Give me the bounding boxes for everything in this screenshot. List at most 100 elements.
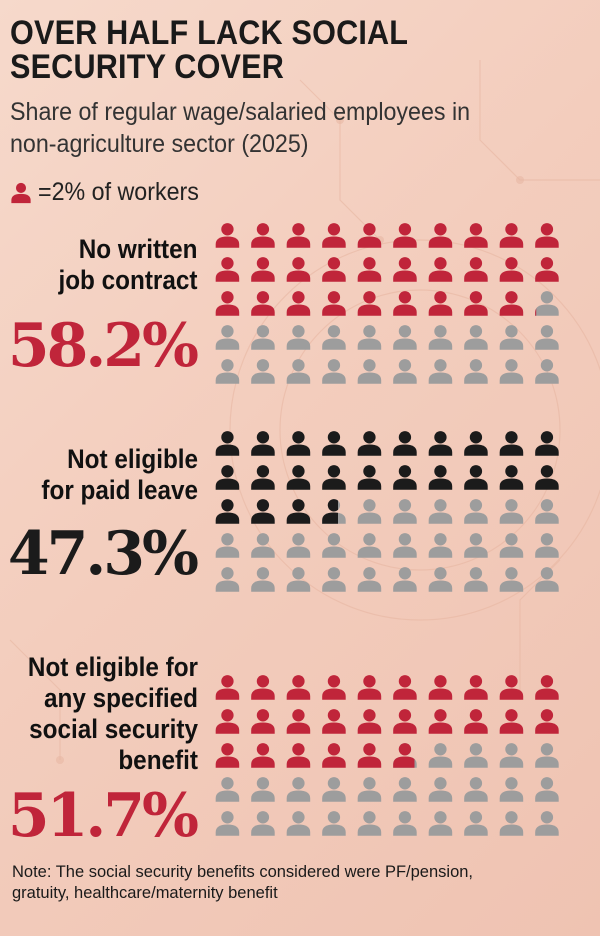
person-icon-filled [499, 223, 524, 248]
subtitle-line-1: Share of regular wage/salaried employees… [10, 98, 471, 126]
person-icon-filled [357, 223, 382, 248]
person-icon-filled [357, 291, 382, 316]
person-icon-filled [499, 465, 524, 490]
person-icon-filled [251, 257, 275, 282]
person-icon-filled [535, 223, 559, 248]
person-icon-empty [393, 533, 417, 558]
person-icon-empty [464, 359, 488, 384]
title-line-1: OVER HALF LACK SOCIAL [10, 14, 409, 52]
person-icon-empty [499, 567, 524, 592]
person-icon-filled [322, 709, 346, 734]
person-icon-empty [428, 533, 453, 558]
person-icon-empty [357, 567, 382, 592]
person-icon-filled [393, 465, 417, 490]
footnote-line-2: gratuity, healthcare/maternity benefit [12, 884, 278, 902]
group-3-label-line-4: benefit [118, 745, 198, 775]
person-icon-empty [499, 499, 524, 524]
person-icon-filled [322, 431, 346, 456]
person-icon-empty [322, 567, 346, 592]
legend-text: =2% of workers [38, 178, 199, 206]
person-icon-empty [251, 359, 275, 384]
person-icon-filled [393, 675, 417, 700]
group-1-percentage: 58.2% [7, 311, 199, 381]
person-icon-empty [535, 533, 559, 558]
person-icon-empty [251, 567, 275, 592]
person-icon-filled [499, 431, 524, 456]
person-icon-empty [357, 811, 382, 836]
pictogram-grid-3 [215, 675, 559, 836]
group-1-label-line-2: job contract [58, 265, 198, 295]
group-label-1: No written job contract [59, 234, 198, 296]
person-icon-empty [251, 533, 275, 558]
person-icon-filled [286, 743, 311, 768]
group-label-3: Not eligible for any specified social se… [28, 652, 198, 776]
person-icon-empty [286, 325, 311, 350]
person-icon-empty [464, 499, 488, 524]
person-icon-empty [535, 743, 559, 768]
person-icon-filled [499, 675, 524, 700]
person-icon-filled [535, 465, 559, 490]
person-icon-empty [251, 777, 275, 802]
subtitle-line-2: non-agriculture sector (2025) [10, 130, 309, 158]
person-icon-empty [464, 811, 488, 836]
group-label-2: Not eligible for paid leave [41, 444, 198, 506]
person-icon-empty [357, 499, 382, 524]
person-icon-empty [535, 359, 559, 384]
person-icon-filled [322, 675, 346, 700]
person-icon-filled [499, 257, 524, 282]
person-icon-filled [286, 223, 311, 248]
person-icon-filled [535, 431, 559, 456]
person-icon-empty [251, 325, 275, 350]
person-icon-empty [464, 777, 488, 802]
person-icon-filled [286, 257, 311, 282]
person-icon-filled [215, 675, 240, 700]
person-icon-empty [393, 499, 417, 524]
group-3-label-line-3: social security [29, 714, 199, 744]
person-icon-filled [251, 431, 275, 456]
person-icon-filled [428, 431, 453, 456]
group-3-percentage: 51.7% [7, 781, 199, 851]
person-icon-empty [215, 777, 240, 802]
person-icon-partial-clip [322, 499, 339, 524]
person-icon-empty [322, 325, 346, 350]
legend: =2% of workers [8, 178, 211, 207]
person-icon-empty [357, 325, 382, 350]
person-icon-empty [215, 567, 240, 592]
person-icon-partial [535, 308, 537, 316]
person-icon-filled [286, 675, 311, 700]
person-icon-empty [499, 811, 524, 836]
group-2-label-line-1: Not eligible [67, 444, 198, 474]
person-icon-empty [393, 325, 417, 350]
person-icon-filled [357, 675, 382, 700]
person-icon-filled [322, 291, 346, 316]
person-icon-empty [464, 325, 488, 350]
person-icon-empty [464, 743, 488, 768]
person-icon-filled [215, 223, 240, 248]
person-icon-empty [286, 359, 311, 384]
title-line-2: SECURITY COVER [10, 48, 285, 86]
person-icon-empty [499, 777, 524, 802]
person-icon-filled [357, 465, 382, 490]
person-icon-empty [286, 777, 311, 802]
person-icon-empty [393, 567, 417, 592]
person-icon-filled [286, 465, 311, 490]
person-icon-filled [215, 465, 240, 490]
person-icon-filled [286, 291, 311, 316]
person-icon-empty [286, 811, 311, 836]
person-icon-filled [251, 743, 275, 768]
person-icon-filled [357, 257, 382, 282]
person-icon-filled [286, 431, 311, 456]
person-icon-filled [535, 709, 559, 734]
person-icon-filled [464, 223, 488, 248]
person-icon-filled [357, 709, 382, 734]
person-icon-partial-clip [535, 308, 537, 316]
person-icon-partial-clip [393, 743, 415, 768]
person-icon-filled [251, 709, 275, 734]
person-icon-empty [535, 499, 559, 524]
person-icon-filled [215, 743, 240, 768]
person-icon-empty [428, 777, 453, 802]
person-icon-filled [393, 709, 417, 734]
person-icon-empty [535, 325, 559, 350]
person-icon-filled [393, 223, 417, 248]
person-icon-filled [535, 257, 559, 282]
